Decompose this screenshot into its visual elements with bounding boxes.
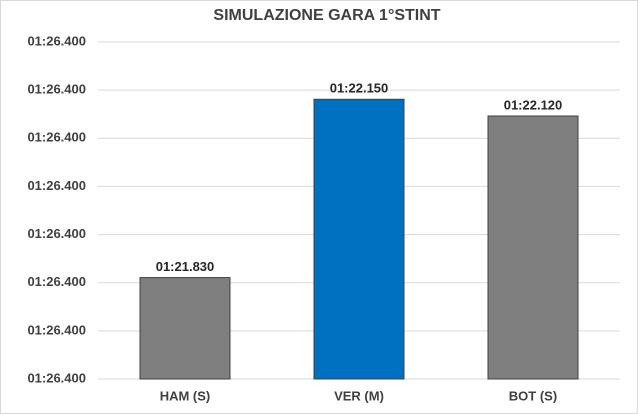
bar xyxy=(139,277,231,380)
y-tick-label: 01:26.400 xyxy=(27,226,86,241)
y-tick-label: 01:26.400 xyxy=(27,370,86,385)
x-tick-label: HAM (S) xyxy=(160,388,211,403)
x-tick-label: BOT (S) xyxy=(509,388,557,403)
bar xyxy=(487,115,579,380)
y-tick-label: 01:26.400 xyxy=(27,274,86,289)
y-tick-label: 01:26.400 xyxy=(27,130,86,145)
value-label: 01:22.150 xyxy=(330,81,389,96)
bar xyxy=(313,98,405,380)
y-tick-label: 01:26.400 xyxy=(27,33,86,48)
x-tick-label: VER (M) xyxy=(334,388,384,403)
y-tick-label: 01:26.400 xyxy=(27,322,86,337)
value-label: 01:21.830 xyxy=(156,259,215,274)
y-tick-label: 01:26.400 xyxy=(27,82,86,97)
chart-title: SIMULAZIONE GARA 1°STINT xyxy=(213,7,440,24)
value-label: 01:22.120 xyxy=(504,97,563,112)
y-tick-label: 01:26.400 xyxy=(27,178,86,193)
